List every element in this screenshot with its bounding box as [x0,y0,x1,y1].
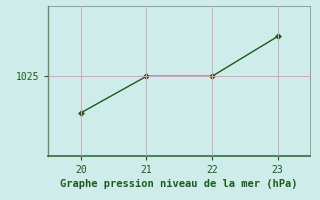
X-axis label: Graphe pression niveau de la mer (hPa): Graphe pression niveau de la mer (hPa) [60,179,298,189]
